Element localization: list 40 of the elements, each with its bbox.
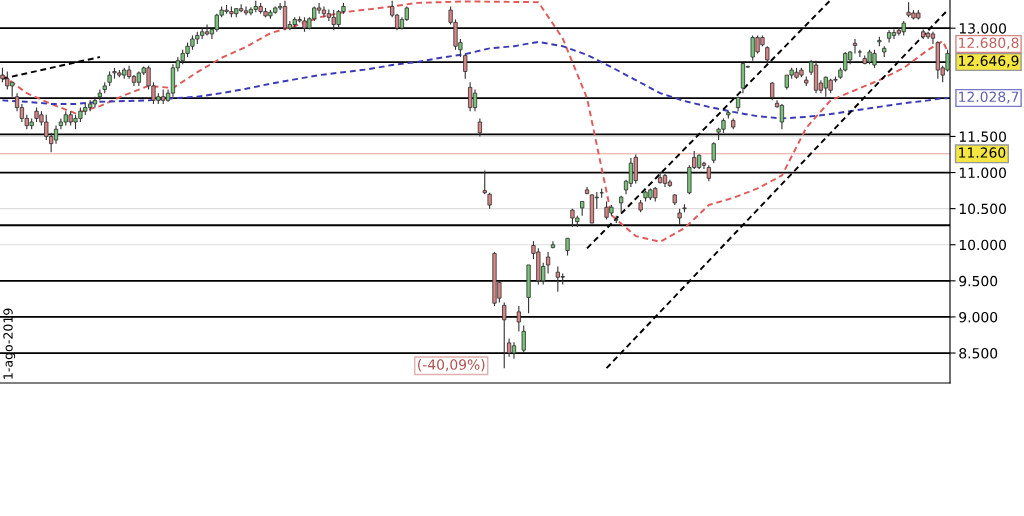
annotation: (-40,09%) bbox=[418, 359, 485, 372]
y-tick-label: 13.000 bbox=[959, 23, 1007, 34]
candlestick bbox=[92, 96, 98, 109]
candlestick bbox=[857, 49, 862, 58]
candlestick bbox=[502, 301, 507, 369]
candlestick bbox=[633, 153, 638, 184]
candlestick bbox=[506, 338, 512, 358]
ref-line-label: 11.260 bbox=[959, 147, 1006, 158]
candlestick bbox=[711, 141, 716, 164]
candlestick bbox=[472, 88, 478, 112]
y-tick-label: 10.000 bbox=[959, 239, 1007, 251]
y-tick-label: 9.500 bbox=[959, 275, 998, 287]
candlestick bbox=[204, 23, 210, 36]
y-tick-label: 9.000 bbox=[959, 311, 998, 323]
candlestick bbox=[482, 169, 487, 195]
candlestick bbox=[521, 325, 526, 354]
y-tick-label: 8.500 bbox=[959, 348, 998, 359]
y-tick-label: 11.000 bbox=[959, 167, 1007, 179]
text: 12.680,8 bbox=[959, 37, 1019, 50]
candlestick bbox=[53, 125, 59, 145]
text: 12.646,9 bbox=[959, 55, 1019, 68]
candlestick bbox=[282, 0, 288, 31]
candlestick bbox=[468, 81, 473, 112]
candlestick bbox=[58, 117, 64, 130]
annotation: 1-ago-2019 bbox=[3, 308, 16, 379]
candlestick bbox=[770, 81, 775, 101]
y-tick-label: 10.500 bbox=[959, 203, 1007, 215]
candlestick bbox=[477, 117, 482, 138]
candlestick bbox=[891, 29, 897, 40]
candlestick bbox=[463, 52, 468, 80]
candlestick bbox=[243, 5, 249, 16]
candlestick bbox=[628, 157, 634, 188]
candlestick bbox=[516, 305, 521, 332]
candlestick bbox=[852, 38, 858, 54]
candlestick bbox=[765, 45, 770, 65]
candlestick bbox=[316, 2, 322, 15]
candlestick bbox=[321, 5, 327, 18]
candlestick bbox=[779, 103, 785, 130]
y-tick-label: 11.500 bbox=[959, 131, 1007, 142]
text: 12.028,7 bbox=[959, 91, 1019, 104]
